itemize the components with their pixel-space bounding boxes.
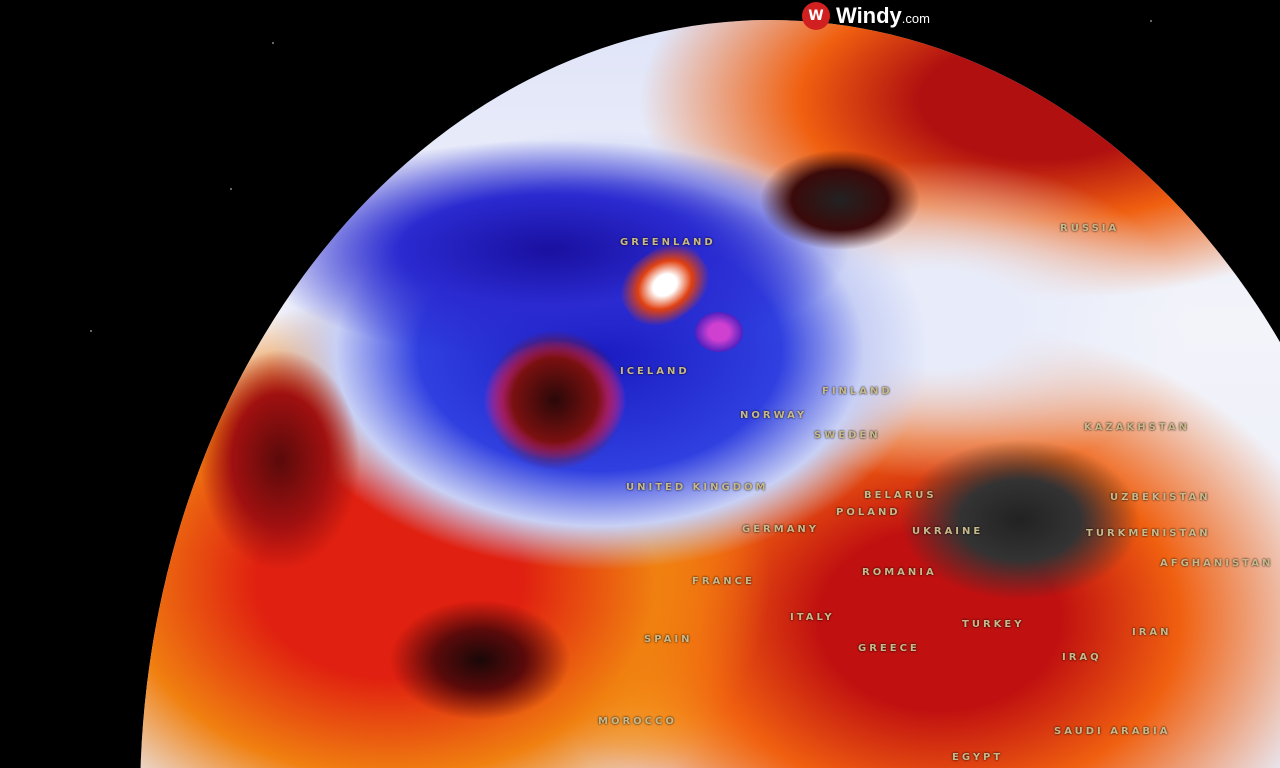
- country-label: MOROCCO: [598, 716, 677, 727]
- country-label: SPAIN: [644, 634, 693, 645]
- country-label: GERMANY: [742, 524, 820, 535]
- windy-logo[interactable]: W Windy.com: [802, 2, 930, 30]
- country-label: IRAN: [1132, 627, 1172, 638]
- country-label: TURKEY: [962, 619, 1025, 630]
- country-label: UZBEKISTAN: [1110, 492, 1211, 503]
- globe-temperature-map[interactable]: [140, 20, 1280, 768]
- country-label: FINLAND: [822, 386, 893, 397]
- country-label: FRANCE: [692, 576, 755, 587]
- country-label: TURKMENISTAN: [1086, 528, 1211, 539]
- logo-name: Windy: [836, 3, 902, 28]
- star: [272, 42, 274, 44]
- country-label: GREECE: [858, 643, 920, 654]
- country-label: ITALY: [790, 612, 835, 623]
- country-label: POLAND: [836, 507, 901, 518]
- country-label: AFGHANISTAN: [1160, 558, 1274, 569]
- country-label: BELARUS: [864, 490, 937, 501]
- logo-suffix: .com: [901, 11, 930, 26]
- country-label: GREENLAND: [620, 237, 716, 248]
- country-label: ICELAND: [620, 366, 690, 377]
- low-pressure-system: [695, 312, 743, 352]
- logo-text: Windy.com: [836, 3, 930, 29]
- star: [90, 330, 92, 332]
- country-label: NORWAY: [740, 410, 808, 421]
- country-label: RUSSIA: [1060, 223, 1120, 234]
- star: [230, 188, 232, 190]
- country-label: SWEDEN: [814, 430, 881, 441]
- country-label: SAUDI ARABIA: [1054, 726, 1171, 737]
- country-label: EGYPT: [952, 752, 1004, 763]
- country-label: ROMANIA: [862, 567, 937, 578]
- windy-logo-icon: W: [802, 2, 830, 30]
- country-label: UNITED KINGDOM: [626, 482, 769, 493]
- star: [1150, 20, 1152, 22]
- country-label: IRAQ: [1062, 652, 1102, 663]
- country-label: KAZAKHSTAN: [1084, 422, 1190, 433]
- country-label: UKRAINE: [912, 526, 984, 537]
